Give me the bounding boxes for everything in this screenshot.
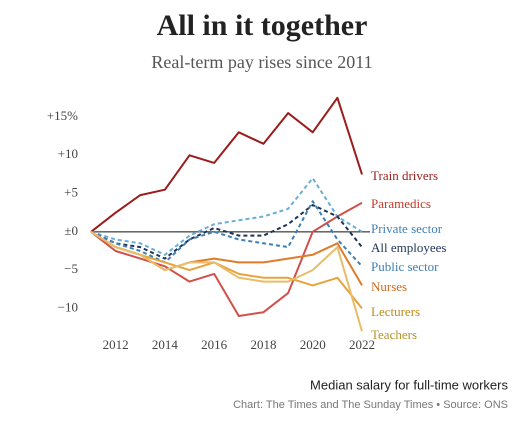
series-label: Public sector xyxy=(371,259,439,274)
chart-subtitle: Real-term pay rises since 2011 xyxy=(151,52,372,72)
source: Chart: The Times and The Sunday Times • … xyxy=(233,399,508,411)
series-line xyxy=(90,204,363,260)
series-label: Paramedics xyxy=(371,196,431,211)
x-tick-label: 2012 xyxy=(103,337,129,352)
series-label: All employees xyxy=(371,240,446,255)
x-tick-label: 2020 xyxy=(300,337,326,352)
series-line xyxy=(90,230,363,332)
series-label: Lecturers xyxy=(371,304,420,319)
series-line xyxy=(90,177,363,256)
series-line xyxy=(90,96,363,233)
note: Median salary for full-time workers xyxy=(310,377,508,392)
chart-title: All in it together xyxy=(157,9,368,42)
y-tick-label: ±0 xyxy=(64,223,78,238)
series-line xyxy=(90,201,363,317)
y-tick-label: −5 xyxy=(64,261,78,276)
x-tick-label: 2016 xyxy=(201,337,228,352)
series-line xyxy=(90,230,363,286)
x-tick-label: 2022 xyxy=(349,337,375,352)
y-tick-label: −10 xyxy=(58,299,78,314)
series-label: Nurses xyxy=(371,279,407,294)
series-label: Private sector xyxy=(371,221,443,236)
x-tick-label: 2014 xyxy=(152,337,179,352)
series-label: Train drivers xyxy=(371,168,438,183)
y-tick-label: +15% xyxy=(47,108,78,123)
series-line xyxy=(90,200,363,267)
y-tick-label: +10 xyxy=(58,146,78,161)
x-tick-label: 2018 xyxy=(250,337,276,352)
y-tick-label: +5 xyxy=(64,185,78,200)
series-label: Teachers xyxy=(371,327,417,342)
